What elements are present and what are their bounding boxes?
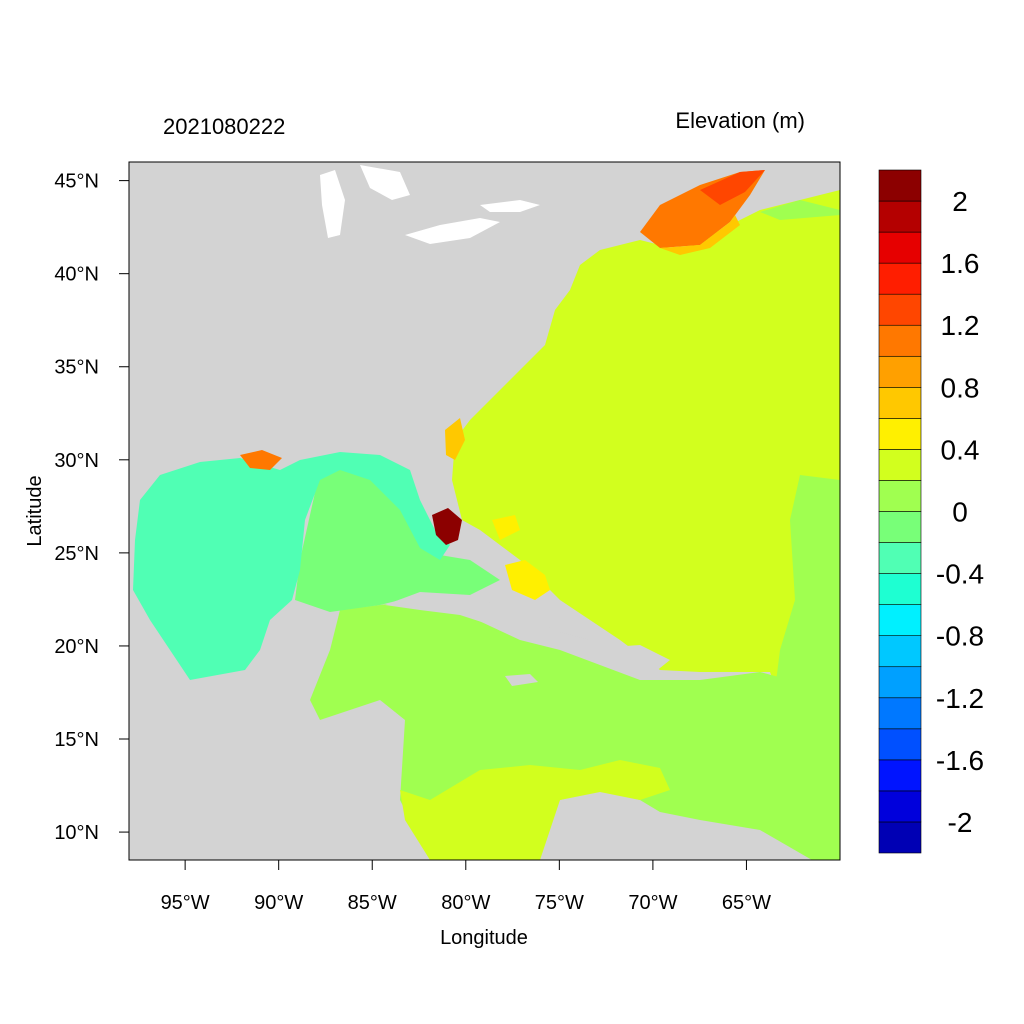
y-tick-label: 10°N (54, 822, 99, 844)
y-tick-label: 35°N (54, 357, 99, 379)
colorbar-label: 2 (952, 186, 968, 217)
colorbar-label: 0 (952, 497, 968, 528)
colorbar-swatch (878, 169, 922, 202)
gulf-of-maine-peak (700, 170, 765, 205)
caribbean-sea-region (310, 600, 812, 860)
colorbar-swatch (878, 355, 922, 388)
colorbar-label: -2 (948, 807, 973, 838)
map-frame (128, 161, 841, 861)
colorbar-swatch (878, 666, 922, 699)
x-tick-label: 90°W (254, 892, 303, 914)
x-axis-label: Longitude (440, 927, 528, 949)
colorbar-label: -0.4 (936, 559, 984, 590)
colorbar-swatch (878, 542, 922, 574)
florida-surge (432, 508, 462, 545)
colorbar-swatch (878, 387, 922, 419)
colorbar-labels: -2 -1.6 -1.2 -0.8 -0.4 0 0.4 0.8 1.2 1.6 2 (936, 186, 984, 838)
x-tick-label: 85°W (348, 892, 397, 914)
colorbar-swatch (878, 293, 922, 326)
jamaica-island (505, 674, 538, 686)
great-lakes (320, 165, 540, 244)
colorbar-swatch (878, 231, 922, 264)
colorbar-label: -1.6 (936, 745, 984, 776)
colorbar-swatch (878, 821, 922, 854)
x-axis: 95°W 90°W 85°W 80°W 75°W 70°W 65°W (161, 860, 771, 914)
colorbar-swatch (878, 449, 922, 481)
variable-title: Elevation (m) (675, 108, 805, 133)
colorbar (878, 169, 922, 854)
y-tick-label: 45°N (54, 171, 99, 193)
colorbar-label: 0.8 (941, 372, 980, 403)
colorbar-swatch (878, 759, 922, 792)
colorbar-swatch (878, 324, 922, 357)
bahamas-banks (492, 515, 550, 600)
hispaniola-island (600, 645, 670, 672)
colorbar-label: -1.2 (936, 683, 984, 714)
colorbar-swatch (878, 573, 922, 605)
y-tick-label: 30°N (54, 450, 99, 472)
straits-region (295, 455, 500, 612)
x-tick-label: 75°W (535, 892, 584, 914)
colorbar-swatch (878, 418, 922, 450)
colorbar-swatch (878, 480, 922, 512)
x-tick-label: 70°W (628, 892, 677, 914)
y-tick-label: 20°N (54, 636, 99, 658)
gulf-of-maine-edge (660, 215, 740, 255)
colorbar-swatch (878, 200, 922, 233)
colorbar-swatch (878, 511, 922, 543)
timestamp-title: 2021080222 (163, 114, 285, 139)
colorbar-swatch (878, 728, 922, 761)
colorbar-swatch (878, 604, 922, 636)
colorbar-label: -0.8 (936, 621, 984, 652)
colorbar-swatch (878, 635, 922, 668)
x-tick-label: 80°W (441, 892, 490, 914)
cuba-island (385, 592, 590, 648)
colorbar-swatch (878, 697, 922, 730)
louisiana-surge (240, 450, 282, 470)
y-axis-label: Latitude (24, 475, 46, 546)
x-tick-label: 65°W (722, 892, 771, 914)
florida-east-coast (445, 418, 465, 460)
south-caribbean-band (400, 760, 670, 860)
colorbar-label: 1.6 (941, 248, 980, 279)
y-tick-label: 15°N (54, 729, 99, 751)
colorbar-label: 1.2 (941, 310, 980, 341)
colorbar-label: 0.4 (941, 434, 980, 465)
gulf-of-mexico-region (133, 452, 450, 680)
y-tick-label: 25°N (54, 543, 99, 565)
map-panel (129, 162, 840, 860)
y-axis: 45°N 40°N 35°N 30°N 25°N 20°N 15°N 10°N (54, 171, 129, 844)
colorbar-swatch (878, 790, 922, 823)
x-tick-label: 95°W (161, 892, 210, 914)
colorbar-swatch (878, 262, 922, 295)
atlantic-ocean-region (452, 162, 840, 860)
y-tick-label: 40°N (54, 264, 99, 286)
